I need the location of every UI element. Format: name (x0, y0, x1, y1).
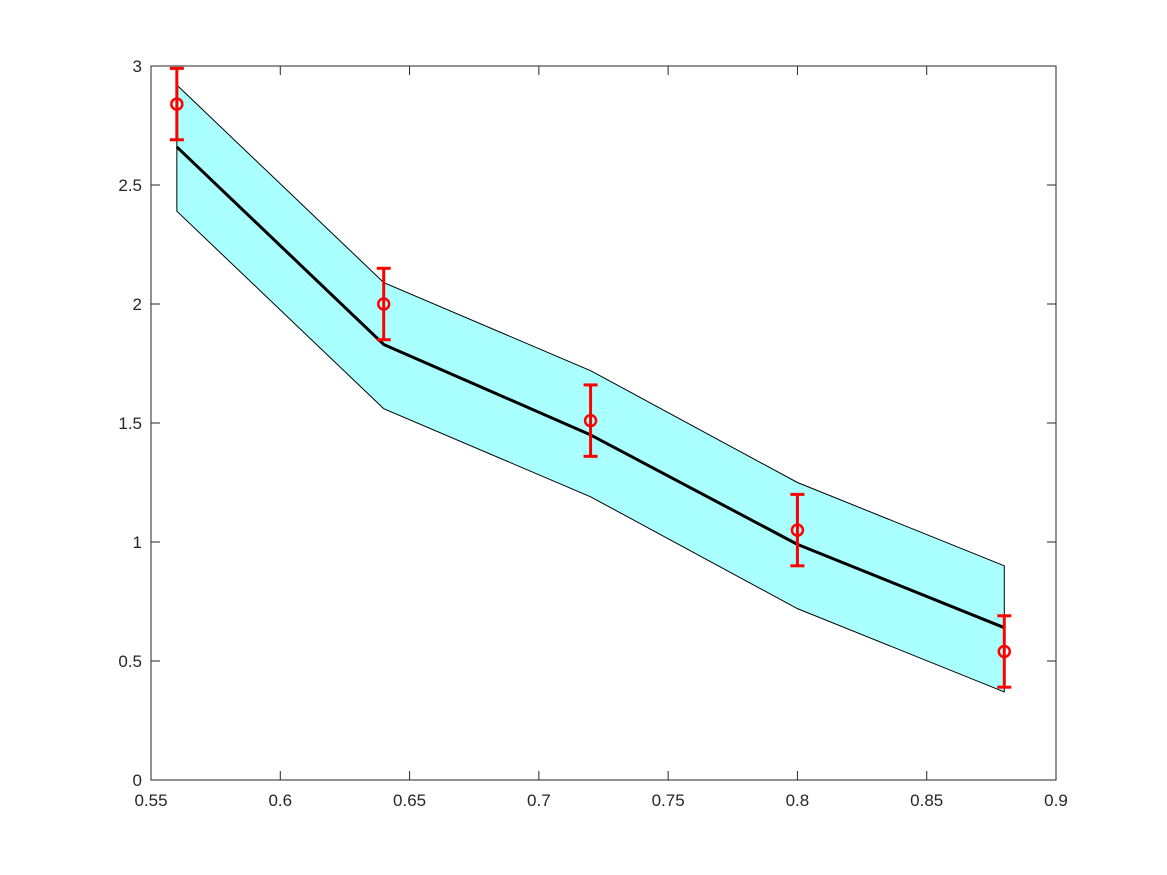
x-tick-label: 0.8 (786, 791, 810, 810)
x-tick-label: 0.6 (268, 791, 292, 810)
y-tick-label: 2 (133, 295, 142, 314)
x-tick-label: 0.85 (910, 791, 943, 810)
x-tick-label: 0.65 (393, 791, 426, 810)
x-tick-label: 0.9 (1044, 791, 1068, 810)
error-bar (583, 383, 598, 458)
plot-area (169, 66, 1012, 693)
data-point-marker (376, 297, 391, 311)
error-bar (790, 492, 805, 568)
error-bar (997, 614, 1012, 689)
x-tick-label: 0.75 (652, 791, 685, 810)
y-tick-label: 1.5 (118, 414, 142, 433)
data-point-marker (790, 523, 805, 537)
error-bar (169, 66, 184, 142)
x-tick-label: 0.7 (527, 791, 551, 810)
data-point-marker (997, 644, 1012, 659)
y-tick-label: 0 (133, 771, 142, 790)
y-tick-label: 0.5 (118, 652, 142, 671)
data-point-marker (170, 97, 184, 111)
error-bar (376, 266, 391, 342)
x-tick-label: 0.55 (134, 791, 167, 810)
y-tick-label: 1 (133, 533, 142, 552)
axes: 0.55 0.6 0.65 0.7 0.75 0.8 0.85 0.9 0 0.5 1 1.5 2 2.5… (118, 57, 1067, 810)
data-point-marker (583, 413, 598, 428)
y-tick-label: 2.5 (118, 176, 142, 195)
y-tick-label: 3 (133, 57, 142, 76)
